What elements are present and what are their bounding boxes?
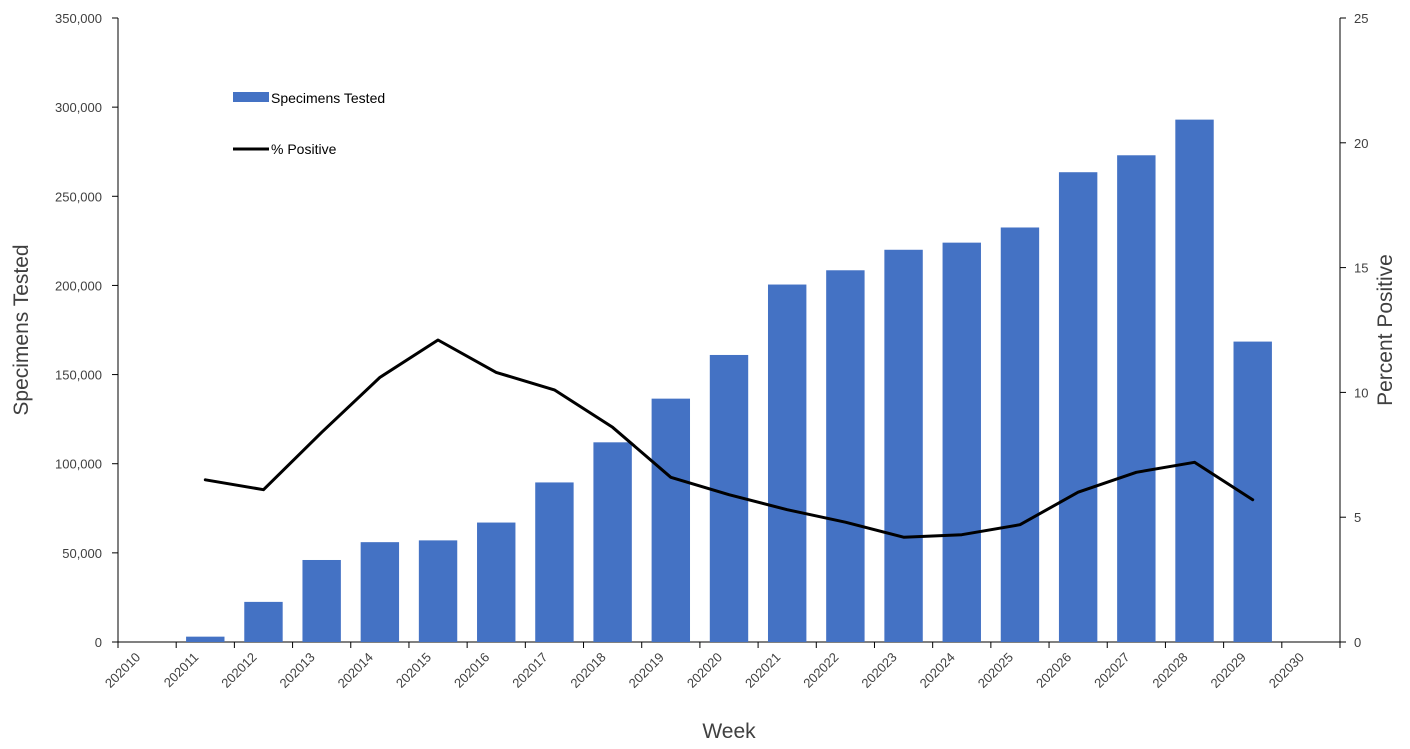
y-tick-label-right: 0 [1354, 635, 1361, 650]
bar-specimens-tested [477, 522, 516, 642]
legend-label-specimens-tested: Specimens Tested [271, 90, 385, 106]
x-tick-label: 202026 [1033, 650, 1074, 691]
line-percent-positive [203, 338, 1255, 539]
bar-specimens-tested [942, 242, 981, 642]
x-tick-label: 202020 [684, 650, 725, 691]
bar-specimens-tested [418, 540, 458, 642]
x-tick-label: 202016 [451, 650, 492, 691]
y-tick-label-left: 100,000 [55, 457, 102, 472]
x-tick-label: 202024 [917, 650, 958, 691]
y-tick-label-right: 25 [1354, 11, 1368, 26]
x-axis-title: Week [702, 720, 756, 743]
x-tick-label: 202019 [626, 650, 667, 691]
x-tick-label: 202011 [161, 650, 202, 691]
y-tick-label-left: 0 [95, 635, 102, 650]
y-tick-label-left: 350,000 [55, 11, 102, 26]
x-tick-label: 202021 [742, 650, 783, 691]
line-group [203, 338, 1255, 539]
bar-specimens-tested [767, 284, 807, 642]
bars-group [186, 119, 1272, 642]
legend: Specimens Tested % Positive [233, 90, 385, 157]
y-tick-label-left: 50,000 [62, 546, 102, 561]
y-tick-label-right: 15 [1354, 261, 1368, 276]
x-tick-label: 202010 [102, 650, 143, 691]
y-axis-title-left: Specimens Tested [10, 244, 33, 415]
y-tick-label-left: 200,000 [55, 278, 102, 293]
bar-specimens-tested [826, 270, 865, 642]
bar-specimens-tested [593, 442, 632, 642]
x-tick-label: 202015 [393, 650, 434, 691]
y-tick-label-left: 150,000 [55, 368, 102, 383]
bar-specimens-tested [535, 482, 574, 642]
bar-specimens-tested [1000, 227, 1040, 642]
y-tick-label-right: 5 [1354, 510, 1361, 525]
bar-specimens-tested [651, 398, 691, 642]
y-tick-label-right: 20 [1354, 136, 1368, 151]
x-tick-label: 202027 [1091, 650, 1132, 691]
legend-swatch-bar [233, 92, 269, 102]
x-tick-label: 202028 [1149, 650, 1190, 691]
bar-specimens-tested [1117, 155, 1156, 642]
x-tick-label: 202030 [1266, 650, 1307, 691]
bar-specimens-tested [244, 601, 283, 642]
bar-specimens-tested [360, 542, 400, 642]
y-axis-title-right: Percent Positive [1374, 254, 1397, 406]
bar-specimens-tested [186, 636, 225, 642]
y-tick-label-left: 250,000 [55, 189, 102, 204]
x-tick-label: 202029 [1208, 650, 1249, 691]
x-tick-label: 202025 [975, 650, 1016, 691]
bar-specimens-tested [302, 559, 341, 642]
x-tick-label: 202023 [858, 650, 899, 691]
x-tick-label: 202022 [800, 650, 841, 691]
x-tick-label: 202018 [567, 650, 608, 691]
x-tick-label: 202013 [276, 650, 317, 691]
bar-specimens-tested [884, 249, 923, 642]
x-tick-label: 202012 [218, 650, 259, 691]
y-tick-label-left: 300,000 [55, 100, 102, 115]
bar-specimens-tested [1175, 119, 1214, 642]
y-tick-label-right: 10 [1354, 385, 1368, 400]
legend-label-percent-positive: % Positive [271, 141, 337, 157]
x-tick-label: 202017 [509, 650, 550, 691]
bar-specimens-tested [1058, 172, 1098, 642]
x-tick-label: 202014 [335, 650, 376, 691]
